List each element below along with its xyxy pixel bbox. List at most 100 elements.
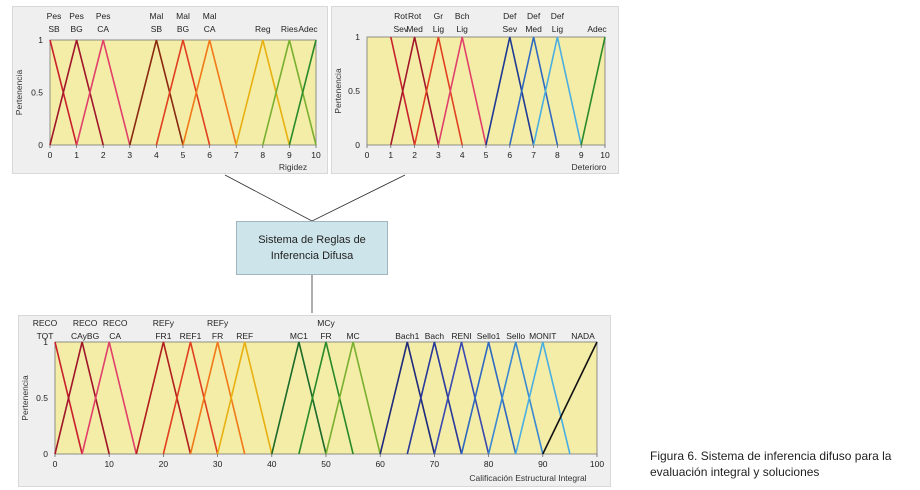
deterioro-y-tick-label: 0 — [355, 140, 360, 150]
membership-line-bach — [406, 341, 463, 455]
series-label-mcy-fr: MCy — [317, 318, 335, 328]
series-label-mal-sb: SB — [151, 24, 163, 34]
series-label-adec: Adec — [298, 24, 318, 34]
series-label-ref1: REF1 — [180, 331, 202, 341]
series-label-sello: Sello — [506, 331, 525, 341]
calificacion-x-tick-label: 60 — [375, 459, 385, 469]
membership-line-def-sev — [485, 36, 535, 146]
rigidez-y-axis-label: Pertenencia — [14, 70, 24, 116]
series-label-bch-lig: Bch — [455, 11, 470, 21]
series-label-rot-med: Rot — [408, 11, 422, 21]
series-label-sello1: Sello1 — [477, 331, 501, 341]
membership-line-gr-lig — [413, 36, 463, 146]
calificacion-plot-area — [54, 341, 598, 455]
calificacion-x-tick-label: 10 — [104, 459, 114, 469]
membership-line-sello1 — [460, 341, 517, 455]
membership-line-ries — [262, 39, 317, 146]
series-label-reco-caybg: CAyBG — [71, 331, 99, 341]
series-label-rot-sev: Sev — [393, 24, 408, 34]
series-label-refy-fr: REFy — [207, 318, 229, 328]
deterioro-x-tick-label: 0 — [365, 150, 370, 160]
rigidez-plot-area — [49, 39, 317, 146]
series-label-mal-bg: Mal — [176, 11, 190, 21]
calificacion-x-axis-label: Calificación Estructural Integral — [469, 473, 586, 483]
calificacion-x-tick-label: 70 — [430, 459, 440, 469]
membership-line-refy-fr — [189, 341, 246, 455]
rigidez-y-tick-label: 0.5 — [31, 88, 43, 98]
series-label-reco-tot: TOT — [37, 331, 54, 341]
membership-line-mal-bg — [155, 39, 211, 146]
series-label-pes-sb: Pes — [47, 11, 62, 21]
membership-line-reg — [235, 39, 291, 146]
series-label-monit: MONIT — [529, 331, 556, 341]
rigidez-y-tick-label: 0 — [38, 140, 43, 150]
rules-box-label: Sistema de Reglas de Inferencia Difusa — [258, 233, 366, 263]
series-label-refy-fr1: REFy — [153, 318, 175, 328]
rigidez-x-axis-label: Rigidez — [279, 162, 307, 172]
calificacion-x-tick-label: 90 — [538, 459, 548, 469]
rigidez-x-tick-label: 8 — [260, 150, 265, 160]
membership-line-bch-lig — [437, 36, 487, 146]
series-label-reco-ca: CA — [109, 331, 121, 341]
calificacion-x-tick-label: 40 — [267, 459, 277, 469]
membership-line-ref — [216, 341, 273, 455]
series-label-gr-lig: Gr — [434, 11, 444, 21]
figure-caption: Figura 6. Sistema de inferencia difuso p… — [650, 449, 892, 480]
series-label-def-med: Def — [527, 11, 541, 21]
membership-line-adec — [580, 36, 606, 146]
series-label-def-lig: Lig — [552, 24, 564, 34]
membership-line-mc — [325, 341, 381, 455]
calificacion-y-tick-label: 0.5 — [36, 393, 48, 403]
calificacion-y-axis-label: Pertenencia — [20, 375, 30, 421]
membership-line-reco-caybg — [54, 341, 110, 455]
membership-line-mc1 — [271, 341, 327, 455]
series-label-reg: Reg — [255, 24, 271, 34]
membership-line-def-med — [509, 36, 559, 146]
membership-line-sello — [487, 341, 544, 455]
series-label-bach: Bach — [425, 331, 445, 341]
deterioro-x-tick-label: 4 — [460, 150, 465, 160]
series-label-pes-bg: BG — [70, 24, 82, 34]
deterioro-x-tick-label: 6 — [507, 150, 512, 160]
series-label-rot-sev: Rot — [394, 11, 408, 21]
deterioro-y-tick-label: 0.5 — [348, 86, 360, 96]
series-label-mal-sb: Mal — [150, 11, 164, 21]
series-label-reni: RENI — [451, 331, 471, 341]
calificacion-x-tick-label: 50 — [321, 459, 331, 469]
series-label-bch-lig: Lig — [457, 24, 469, 34]
calificacion-x-tick-label: 80 — [484, 459, 494, 469]
deterioro-x-tick-label: 9 — [579, 150, 584, 160]
calificacion-y-tick-label: 1 — [43, 337, 48, 347]
rigidez-x-tick-label: 6 — [207, 150, 212, 160]
deterioro-x-tick-label: 5 — [484, 150, 489, 160]
rigidez-x-tick-label: 4 — [154, 150, 159, 160]
calificacion-x-tick-label: 20 — [159, 459, 169, 469]
deterioro-x-tick-label: 1 — [388, 150, 393, 160]
series-label-pes-bg: Pes — [69, 11, 84, 21]
series-label-def-lig: Def — [551, 11, 565, 21]
membership-line-reni — [433, 341, 490, 455]
membership-line-bach1 — [379, 341, 436, 455]
membership-line-def-lig — [532, 36, 582, 146]
deterioro-x-axis-label: Deterioro — [572, 162, 607, 172]
series-label-mc1: MC1 — [290, 331, 308, 341]
rigidez-x-tick-label: 1 — [74, 150, 79, 160]
series-label-reco-ca: RECO — [103, 318, 128, 328]
series-label-def-sev: Sev — [502, 24, 517, 34]
membership-line-pes-bg — [49, 39, 104, 146]
series-label-pes-ca: CA — [97, 24, 109, 34]
calificacion-x-tick-label: 100 — [590, 459, 604, 469]
series-label-mal-ca: CA — [204, 24, 216, 34]
series-label-refy-fr: FR — [212, 331, 223, 341]
calificacion-y-tick-label: 0 — [43, 449, 48, 459]
membership-line-reco-ca — [81, 341, 138, 455]
rigidez-x-tick-label: 5 — [181, 150, 186, 160]
series-label-refy-fr1: FR1 — [155, 331, 171, 341]
series-label-ries: Ries — [281, 24, 298, 34]
membership-line-nada — [542, 341, 598, 455]
series-label-gr-lig: Lig — [433, 24, 445, 34]
rules-box: Sistema de Reglas de Inferencia Difusa — [236, 221, 388, 275]
series-label-reco-caybg: RECO — [73, 318, 98, 328]
